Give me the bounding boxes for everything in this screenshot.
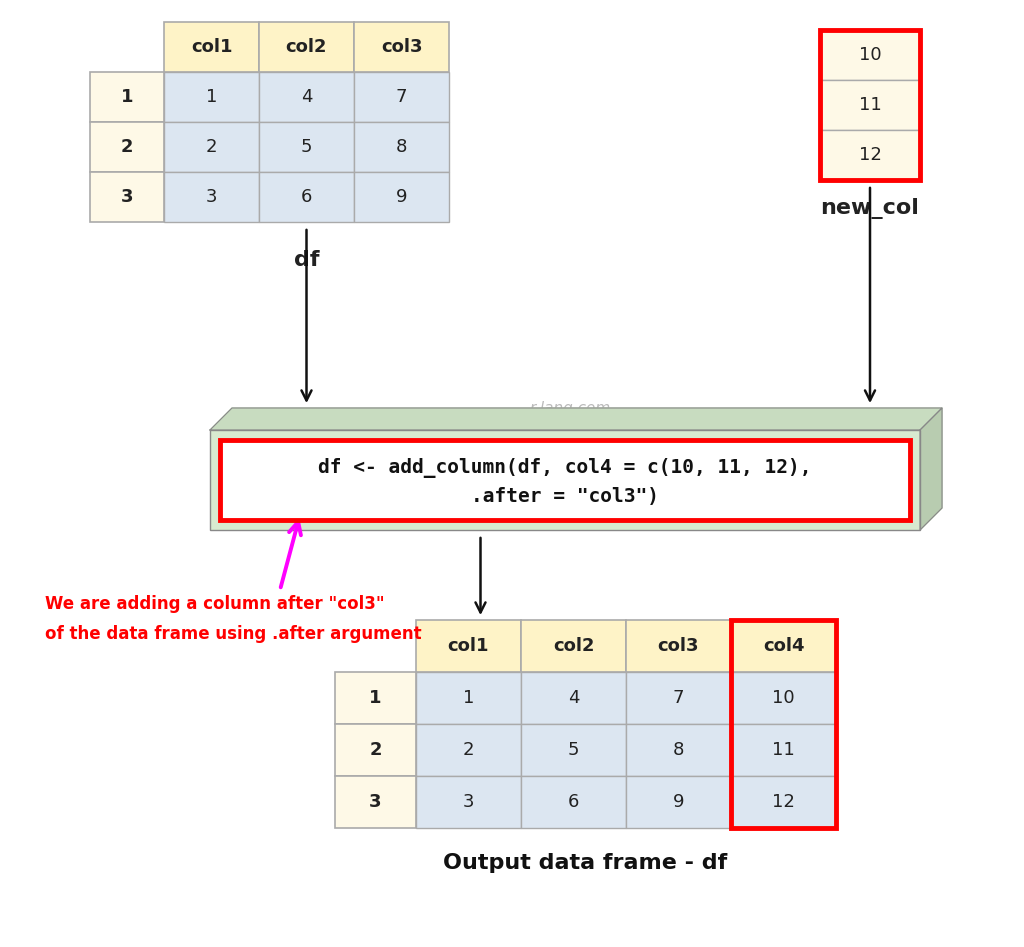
Text: col3: col3 xyxy=(657,637,699,655)
Text: 1: 1 xyxy=(463,689,474,707)
Text: col2: col2 xyxy=(553,637,594,655)
Bar xyxy=(259,122,354,172)
Text: 3: 3 xyxy=(463,793,474,811)
Text: col1: col1 xyxy=(190,38,232,56)
Bar xyxy=(731,620,836,828)
Bar xyxy=(626,776,731,828)
Bar xyxy=(164,122,259,172)
Text: 11: 11 xyxy=(859,96,882,114)
Text: 6: 6 xyxy=(568,793,580,811)
Bar xyxy=(626,724,731,776)
Bar xyxy=(521,620,626,672)
Bar xyxy=(335,776,416,828)
Text: col2: col2 xyxy=(286,38,328,56)
Bar xyxy=(416,724,521,776)
Text: 4: 4 xyxy=(567,689,580,707)
Text: 12: 12 xyxy=(772,793,795,811)
Bar xyxy=(354,22,449,72)
Text: 4: 4 xyxy=(301,88,312,106)
Text: df: df xyxy=(294,250,319,270)
Bar xyxy=(521,776,626,828)
Bar xyxy=(416,672,521,724)
Text: 2: 2 xyxy=(370,741,382,759)
Text: 5: 5 xyxy=(567,741,580,759)
Bar xyxy=(210,430,920,530)
Bar xyxy=(731,724,836,776)
Text: Output data frame - df: Output data frame - df xyxy=(443,853,728,873)
Bar xyxy=(820,30,920,80)
Text: 6: 6 xyxy=(301,188,312,206)
Text: 7: 7 xyxy=(673,689,684,707)
Text: 9: 9 xyxy=(395,188,408,206)
Bar xyxy=(90,72,164,122)
Bar xyxy=(164,72,259,122)
Text: r-lang.com: r-lang.com xyxy=(529,401,610,416)
Bar xyxy=(259,22,354,72)
Text: 1: 1 xyxy=(370,689,382,707)
Polygon shape xyxy=(210,408,942,430)
Text: col1: col1 xyxy=(447,637,489,655)
Bar xyxy=(335,724,416,776)
Bar xyxy=(416,776,521,828)
Bar xyxy=(626,672,731,724)
Bar xyxy=(354,172,449,222)
Text: We are adding a column after "col3": We are adding a column after "col3" xyxy=(45,595,385,613)
Text: 12: 12 xyxy=(858,146,882,164)
Bar xyxy=(731,672,836,724)
Bar xyxy=(90,122,164,172)
Bar xyxy=(164,172,259,222)
Text: 10: 10 xyxy=(859,46,882,64)
Bar xyxy=(731,620,836,672)
Text: 2: 2 xyxy=(121,138,133,156)
Text: df <- add_column(df, col4 = c(10, 11, 12),: df <- add_column(df, col4 = c(10, 11, 12… xyxy=(318,458,812,478)
Bar xyxy=(259,72,354,122)
Bar xyxy=(90,172,164,222)
Text: 3: 3 xyxy=(370,793,382,811)
Text: 8: 8 xyxy=(396,138,408,156)
Bar xyxy=(354,72,449,122)
Bar xyxy=(259,172,354,222)
Text: new_col: new_col xyxy=(820,198,920,219)
Text: 1: 1 xyxy=(206,88,217,106)
Bar xyxy=(820,130,920,180)
Bar xyxy=(820,80,920,130)
Text: 5: 5 xyxy=(301,138,312,156)
Bar xyxy=(416,620,521,672)
Text: col3: col3 xyxy=(381,38,422,56)
Bar xyxy=(521,724,626,776)
Text: 2: 2 xyxy=(206,138,217,156)
Text: 3: 3 xyxy=(206,188,217,206)
Bar xyxy=(626,620,731,672)
Bar xyxy=(220,440,910,520)
Bar xyxy=(335,672,416,724)
Text: 7: 7 xyxy=(395,88,408,106)
Text: of the data frame using .after argument: of the data frame using .after argument xyxy=(45,625,422,643)
Text: col4: col4 xyxy=(763,637,804,655)
Bar xyxy=(164,22,259,72)
Bar xyxy=(521,672,626,724)
Bar xyxy=(820,30,920,180)
Text: 10: 10 xyxy=(772,689,795,707)
Text: .after = "col3"): .after = "col3") xyxy=(471,487,659,506)
Text: 2: 2 xyxy=(463,741,474,759)
Text: 3: 3 xyxy=(121,188,133,206)
Text: 8: 8 xyxy=(673,741,684,759)
Polygon shape xyxy=(920,408,942,530)
Text: 11: 11 xyxy=(772,741,795,759)
Bar xyxy=(354,122,449,172)
Text: 1: 1 xyxy=(121,88,133,106)
Text: 9: 9 xyxy=(673,793,684,811)
Bar xyxy=(731,776,836,828)
